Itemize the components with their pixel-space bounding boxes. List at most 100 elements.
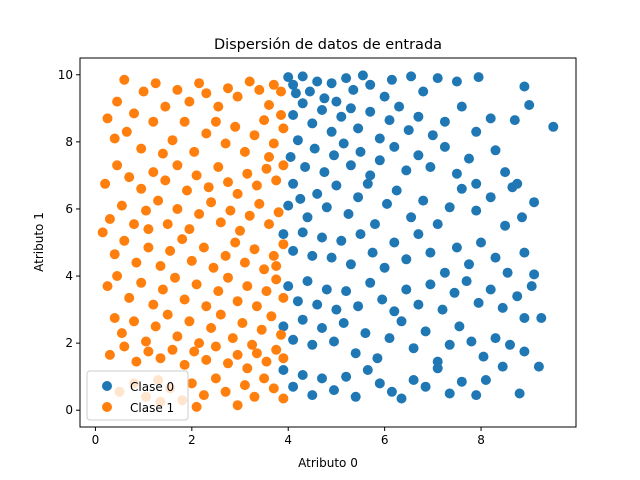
- point-clase-0-160: [297, 370, 308, 380]
- point-clase-0-13: [379, 91, 390, 102]
- point-clase-0-11: [357, 70, 368, 81]
- point-clase-0-12: [365, 79, 376, 90]
- point-clase-0-10: [348, 84, 359, 95]
- point-clase-0-3: [297, 71, 308, 82]
- point-clase-1-72: [273, 207, 284, 218]
- point-clase-0-26: [336, 111, 347, 122]
- point-clase-1-40: [124, 172, 135, 183]
- point-clase-0-108: [490, 252, 501, 263]
- point-clase-0-66: [288, 178, 299, 189]
- point-clase-1-120: [206, 323, 217, 333]
- point-clase-0-95: [336, 235, 347, 246]
- point-clase-1-34: [268, 138, 279, 149]
- y-tick-label-8: 8: [65, 135, 73, 149]
- point-clase-0-98: [367, 247, 378, 258]
- point-clase-1-112: [116, 328, 127, 339]
- point-clase-0-121: [377, 294, 388, 305]
- point-clase-1-125: [256, 324, 267, 335]
- point-clase-1-84: [208, 262, 219, 273]
- point-clase-1-39: [112, 160, 123, 171]
- point-clase-1-74: [143, 224, 154, 235]
- point-clase-0-110: [519, 247, 530, 258]
- point-clase-1-93: [102, 281, 113, 292]
- point-clase-0-42: [548, 121, 559, 132]
- point-clase-0-158: [278, 365, 289, 375]
- x-tick-label-8: 8: [477, 433, 485, 447]
- point-clase-1-80: [165, 245, 176, 256]
- point-clase-0-54: [389, 141, 400, 152]
- point-clase-0-32: [394, 101, 405, 112]
- point-clase-1-32: [249, 130, 260, 141]
- point-clase-1-22: [148, 116, 159, 127]
- point-clase-0-70: [321, 202, 332, 213]
- point-clase-1-134: [179, 359, 190, 370]
- point-clase-0-167: [374, 378, 385, 389]
- legend-marker-clase-1: [102, 402, 112, 412]
- point-clase-0-73: [353, 192, 364, 203]
- point-clase-1-65: [206, 197, 217, 208]
- point-clase-1-104: [223, 272, 233, 283]
- point-clase-1-21: [136, 143, 147, 154]
- point-clase-1-60: [153, 195, 164, 206]
- point-clase-1-101: [191, 279, 202, 290]
- point-clase-1-42: [148, 167, 159, 178]
- point-clase-1-41: [136, 183, 147, 194]
- point-clase-0-115: [312, 299, 323, 310]
- point-clase-0-148: [408, 343, 419, 354]
- point-clase-0-6: [319, 93, 330, 104]
- point-clase-0-37: [456, 101, 467, 112]
- point-clase-0-106: [464, 259, 474, 270]
- point-clase-1-107: [251, 301, 262, 312]
- point-clase-0-127: [449, 287, 460, 298]
- legend: Clase 0 Clase 1: [86, 370, 189, 421]
- point-clase-0-90: [288, 245, 299, 256]
- point-clase-0-173: [444, 388, 455, 399]
- point-clase-0-178: [514, 388, 525, 399]
- x-tick-label-2: 2: [188, 433, 196, 447]
- point-clase-0-1: [288, 79, 299, 90]
- point-clase-1-68: [235, 225, 245, 236]
- point-clase-0-39: [485, 113, 496, 124]
- point-clase-1-17: [276, 86, 286, 97]
- point-clase-0-15: [406, 71, 417, 82]
- point-clase-0-144: [360, 328, 371, 339]
- point-clase-1-82: [186, 255, 197, 266]
- point-clase-1-140: [242, 363, 253, 374]
- point-clase-0-71: [331, 180, 342, 191]
- point-clase-0-138: [297, 314, 308, 325]
- point-clase-0-120: [365, 277, 376, 288]
- point-clase-1-133: [167, 344, 178, 355]
- point-clase-0-119: [353, 301, 364, 312]
- point-clase-1-97: [148, 299, 159, 310]
- point-clase-0-103: [425, 247, 436, 258]
- point-clase-1-90: [268, 250, 279, 261]
- point-clase-1-62: [172, 204, 183, 214]
- point-clase-0-28: [353, 123, 364, 134]
- point-clase-0-25: [326, 126, 337, 137]
- point-clase-0-118: [341, 286, 352, 297]
- point-clase-0-164: [341, 371, 352, 382]
- point-clase-1-141: [251, 348, 262, 359]
- point-clase-1-8: [184, 96, 195, 107]
- point-clase-0-48: [329, 150, 339, 161]
- x-tick-label-6: 6: [381, 433, 389, 447]
- point-clase-0-65: [283, 200, 294, 211]
- point-clase-1-142: [261, 356, 272, 367]
- point-clase-0-53: [374, 155, 385, 166]
- point-clase-0-82: [456, 183, 467, 194]
- point-clase-0-100: [389, 237, 400, 248]
- point-clase-1-54: [271, 175, 282, 186]
- point-clase-0-52: [365, 170, 376, 181]
- point-clase-0-7: [326, 78, 337, 89]
- y-tick-label-6: 6: [65, 202, 73, 216]
- point-clase-0-133: [526, 281, 537, 292]
- point-clase-1-124: [247, 339, 258, 350]
- point-clase-1-12: [223, 83, 233, 94]
- point-clase-0-74: [362, 178, 373, 189]
- point-clase-0-67: [295, 193, 306, 204]
- point-clase-0-49: [338, 138, 349, 149]
- point-clase-1-132: [155, 353, 166, 364]
- point-clase-0-168: [386, 386, 397, 397]
- point-clase-1-6: [160, 101, 171, 112]
- point-clase-0-85: [500, 220, 511, 231]
